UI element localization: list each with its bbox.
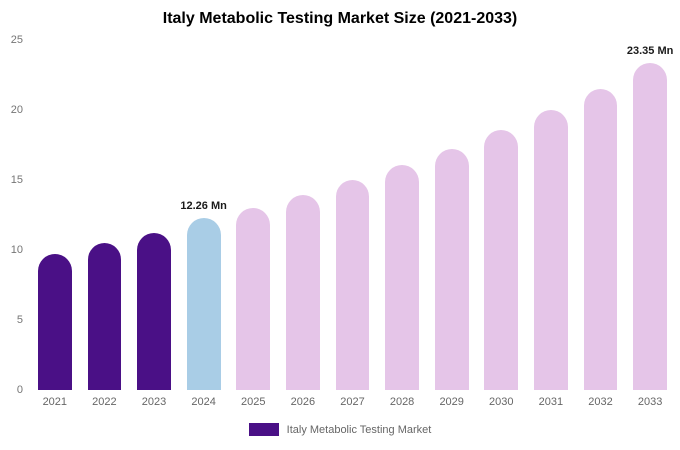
plot-area: 12.26 Mn 23.35 Mn [30,40,675,390]
legend[interactable]: Italy Metabolic Testing Market [0,423,680,436]
bar-slot: 23.35 Mn [625,40,675,390]
x-axis-tick-label: 2027 [340,396,365,408]
y-axis-tick-label: 15 [10,174,23,186]
bar-2026[interactable] [285,195,320,390]
chart-title: Italy Metabolic Testing Market Size (202… [162,10,518,27]
bar-2021[interactable] [37,254,72,390]
bar-slot [129,40,179,390]
plot-wrap: 0 5 10 15 20 25 12.26 Mn 23.35 Mn [0,34,675,396]
legend-swatch [248,423,279,436]
bar-slot [80,40,130,390]
bar-2024[interactable] [186,218,221,390]
bar-slot [30,40,80,390]
x-axis-tick-label: 2030 [489,396,514,408]
bar-2028[interactable] [385,164,419,390]
bar-2031[interactable] [534,110,568,390]
x-axis-tick-label: 2026 [290,396,316,408]
y-axis-tick-label: 0 [16,384,23,396]
bar-value-label: 23.35 Mn [626,45,674,58]
x-axis: 2021 2022 2023 2024 2025 2026 2027 2028 2029 2030… [30,396,675,408]
y-axis-tick-label: 5 [16,314,23,326]
bar-slot: 12.26 Mn [179,40,229,390]
y-axis-tick-label: 20 [10,104,23,116]
bar-slot [228,40,278,390]
bar-2029[interactable] [434,149,469,390]
bar-slot [526,40,576,390]
bar-2022[interactable] [87,243,122,390]
x-axis-tick-label: 2032 [588,396,613,408]
bar-slot [278,40,328,390]
bar-2033[interactable] [633,63,667,390]
x-axis-tick-label: 2029 [439,396,464,408]
bar-slot [427,40,477,390]
bar-slot [476,40,526,390]
bar-2032[interactable] [583,89,618,390]
bar-2025[interactable] [236,208,271,390]
x-axis-tick-label: 2031 [538,396,564,408]
y-axis-tick-label: 10 [10,244,23,256]
x-axis-tick-label: 2033 [637,396,663,408]
y-axis-tick-label: 25 [10,34,23,46]
legend-label: Italy Metabolic Testing Market [286,423,432,436]
x-axis-tick-label: 2028 [389,396,415,408]
bar-value-label: 12.26 Mn [180,200,227,213]
x-axis-tick-label: 2021 [42,396,68,408]
y-axis: 0 5 10 15 20 25 [0,34,28,396]
bar-2030[interactable] [484,129,519,390]
bar-2027[interactable] [335,180,370,390]
x-axis-tick-label: 2023 [141,396,167,408]
x-axis-tick-label: 2022 [92,396,117,408]
x-axis-tick-label: 2025 [241,396,266,408]
x-axis-tick-label: 2024 [191,396,216,408]
bar-2023[interactable] [137,233,171,390]
bar-slot [328,40,378,390]
bar-slot [576,40,626,390]
bar-slot [377,40,427,390]
